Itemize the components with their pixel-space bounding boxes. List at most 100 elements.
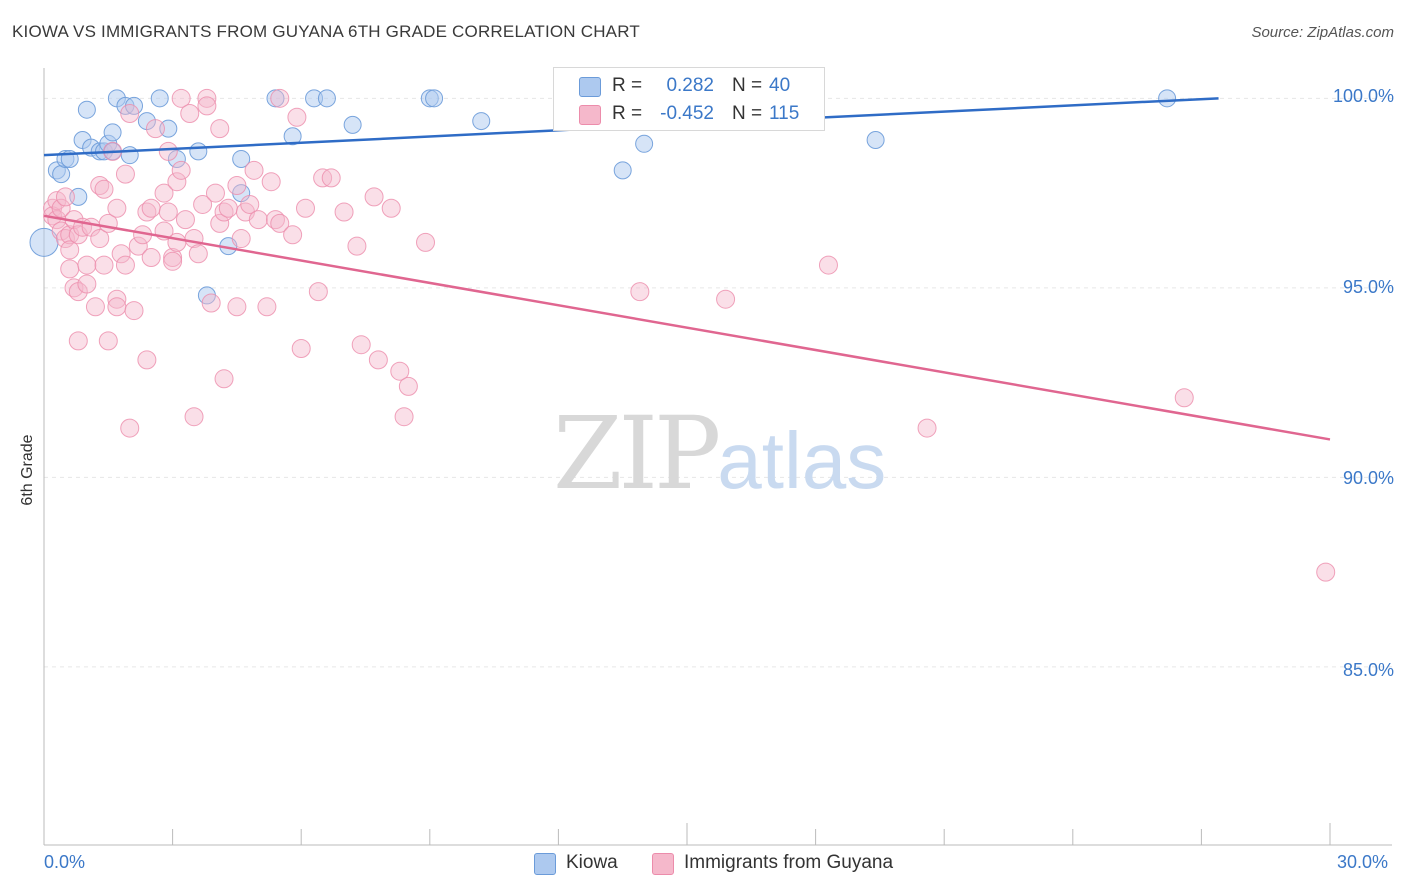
kiowa-point [103, 123, 122, 142]
guyana-point [180, 103, 200, 123]
guyana-point [351, 335, 371, 355]
guyana-point [51, 198, 71, 218]
kiowa-point [1158, 89, 1177, 108]
kiowa-point [866, 131, 885, 150]
kiowa-point [343, 115, 362, 134]
kiowa-point [150, 89, 169, 108]
x-tick-label-max: 30.0% [1337, 852, 1389, 872]
guyana-point [214, 369, 234, 389]
guyana-point [158, 202, 178, 222]
guyana-series [43, 88, 1336, 582]
guyana-point [94, 179, 114, 199]
guyana-point [77, 274, 97, 294]
guyana-point [77, 255, 97, 275]
guyana-point [55, 187, 75, 207]
guyana-point [120, 418, 140, 438]
guyana-point [158, 141, 178, 161]
guyana-point [107, 297, 127, 317]
kiowa-point [317, 89, 336, 108]
kiowa-point [232, 149, 251, 168]
guyana-point [244, 160, 264, 180]
kiowa-point [120, 146, 139, 165]
x-tick-label-min: 0.0% [44, 852, 86, 872]
guyana-point [261, 172, 281, 192]
guyana-point [334, 202, 354, 222]
guyana-point [197, 88, 217, 108]
stats-row-guyana: R = -0.452 N = 115 [554, 100, 824, 128]
guyana-point [394, 407, 414, 427]
guyana-point [120, 103, 140, 123]
guyana-point [1174, 388, 1194, 408]
guyana-point [227, 175, 247, 195]
guyana-point [240, 194, 260, 214]
kiowa-point [472, 112, 491, 131]
guyana-point [184, 407, 204, 427]
guyana-point [197, 96, 217, 116]
guyana-point [193, 194, 213, 214]
r-value: 0.282 [666, 75, 714, 96]
guyana-point [210, 213, 230, 233]
guyana-point [270, 213, 290, 233]
legend-label: Kiowa [566, 852, 618, 873]
guyana-point [111, 244, 131, 264]
guyana-point [716, 289, 736, 309]
guyana-point [321, 168, 341, 188]
guyana-point [60, 240, 80, 260]
n-value: 115 [769, 103, 800, 124]
chart-title: KIOWA VS IMMIGRANTS FROM GUYANA 6TH GRAD… [12, 22, 640, 41]
guyana-point [1316, 562, 1336, 582]
kiowa-point [613, 161, 632, 180]
guyana-point [917, 418, 937, 438]
guyana-point [630, 282, 650, 302]
y-tick-label-100: 100.0% [1332, 86, 1394, 106]
guyana-point [124, 301, 144, 321]
stats-box: R = 0.282 N = 40 R = -0.452 N = 115 [553, 67, 825, 131]
guyana-point [163, 251, 183, 271]
guyana-point [390, 361, 410, 381]
guyana-point [137, 350, 157, 370]
kiowa-series [29, 89, 1177, 305]
guyana-point [248, 210, 268, 230]
guyana-point [364, 187, 384, 207]
guyana-point [107, 198, 127, 218]
n-label: N = [732, 103, 763, 124]
guyana-point [154, 183, 174, 203]
guyana-point [291, 338, 311, 358]
guyana-point [398, 376, 418, 396]
guyana-point [115, 164, 135, 184]
guyana-point [368, 350, 388, 370]
guyana-point [85, 297, 105, 317]
guyana-point [171, 88, 191, 108]
guyana-point [60, 259, 80, 279]
guyana-point [381, 198, 401, 218]
guyana-point [257, 297, 277, 317]
guyana-point [145, 119, 165, 139]
guyana-point [141, 198, 161, 218]
guyana-point [295, 198, 315, 218]
guyana-point [167, 172, 187, 192]
kiowa-point [52, 165, 71, 184]
watermark-atlas: atlas [717, 416, 887, 505]
guyana-point [171, 160, 191, 180]
guyana-point [231, 229, 251, 249]
y-axis-label: 6th Grade [19, 434, 36, 506]
r-label: R = [612, 75, 643, 96]
guyana-point [227, 297, 247, 317]
guyana-point [115, 255, 135, 275]
guyana-point [205, 183, 225, 203]
guyana-point [188, 244, 208, 264]
trend-lines [43, 97, 1331, 441]
kiowa-legend-swatch [534, 853, 556, 875]
guyana-point [308, 282, 328, 302]
kiowa-point [425, 89, 444, 108]
guyana-point [98, 331, 118, 351]
stats-row-kiowa: R = 0.282 N = 40 [554, 72, 824, 100]
guyana-point [201, 293, 221, 313]
guyana-point [818, 255, 838, 275]
kiowa-point [69, 187, 88, 206]
guyana-point [218, 198, 238, 218]
y-tick-label-85: 85.0% [1342, 660, 1394, 680]
guyana-point [416, 232, 436, 252]
guyana-point [210, 119, 230, 139]
